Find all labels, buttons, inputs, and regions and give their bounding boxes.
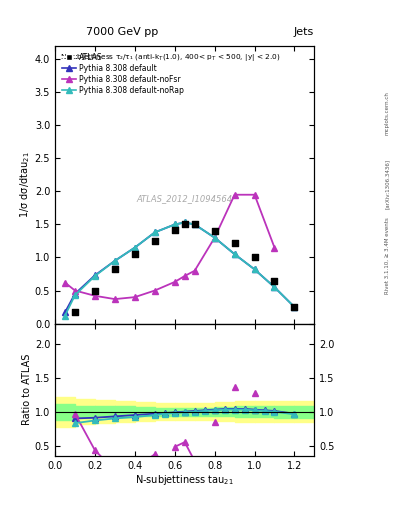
Point — [132, 250, 138, 258]
Text: ATLAS_2012_I1094564: ATLAS_2012_I1094564 — [137, 194, 233, 203]
Point — [231, 239, 238, 247]
X-axis label: N-subjettiness tau$_{21}$: N-subjettiness tau$_{21}$ — [135, 473, 234, 487]
Legend: ATLAS, Pythia 8.308 default, Pythia 8.308 default-noFsr, Pythia 8.308 default-no: ATLAS, Pythia 8.308 default, Pythia 8.30… — [59, 50, 187, 98]
Point — [92, 286, 98, 294]
Point — [72, 308, 78, 316]
Y-axis label: 1/σ dσ/dtau$_{21}$: 1/σ dσ/dtau$_{21}$ — [18, 152, 32, 218]
Text: Rivet 3.1.10, ≥ 3.4M events: Rivet 3.1.10, ≥ 3.4M events — [385, 218, 389, 294]
Text: Jets: Jets — [293, 27, 314, 37]
Point — [182, 220, 188, 228]
Point — [112, 265, 118, 273]
Text: N-subjettiness τ₂/τ₁ (anti-k$_T$(1.0), 400< p$_T$ < 500, |y| < 2.0): N-subjettiness τ₂/τ₁ (anti-k$_T$(1.0), 4… — [60, 52, 281, 62]
Text: [arXiv:1306.3436]: [arXiv:1306.3436] — [385, 159, 389, 209]
Text: mcplots.cern.ch: mcplots.cern.ch — [385, 91, 389, 135]
Point — [172, 226, 178, 234]
Y-axis label: Ratio to ATLAS: Ratio to ATLAS — [22, 354, 32, 425]
Point — [191, 220, 198, 228]
Point — [211, 227, 218, 235]
Point — [252, 253, 258, 262]
Point — [152, 237, 158, 245]
Point — [291, 303, 298, 311]
Point — [271, 276, 277, 285]
Text: 7000 GeV pp: 7000 GeV pp — [86, 27, 159, 37]
